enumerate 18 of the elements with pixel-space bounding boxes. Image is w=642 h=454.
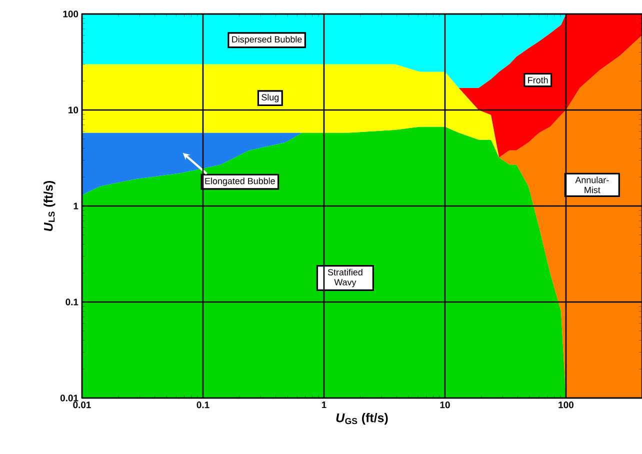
annotation: Dispersed Bubble [232,36,302,44]
x-tick-label: 100 [558,402,574,408]
annotation: Stratified Wavy [328,268,362,288]
annotation: Annular-Mist [575,176,609,194]
x-axis-title: U$_{GS}$ (ft/s) [336,413,388,425]
y-tick-label: 100 [63,10,78,18]
annotation: Elongated Bubble [205,178,275,186]
x-tick-label: 1 [322,402,326,408]
x-tick-label: 0.1 [196,402,210,408]
annotation: Froth [528,76,548,84]
y-tick-label: 1 [74,202,78,210]
y-tick-label: 10 [68,106,78,114]
y-axis-title: U$_{LS}$ (ft/s) [44,180,56,231]
y-tick-label: 0.01 [60,394,78,402]
x-tick-label: 10 [440,402,450,408]
y-tick-label: 0.1 [66,298,78,306]
x-tick-label: 0.01 [73,402,91,408]
annotation: Slug [262,94,279,102]
